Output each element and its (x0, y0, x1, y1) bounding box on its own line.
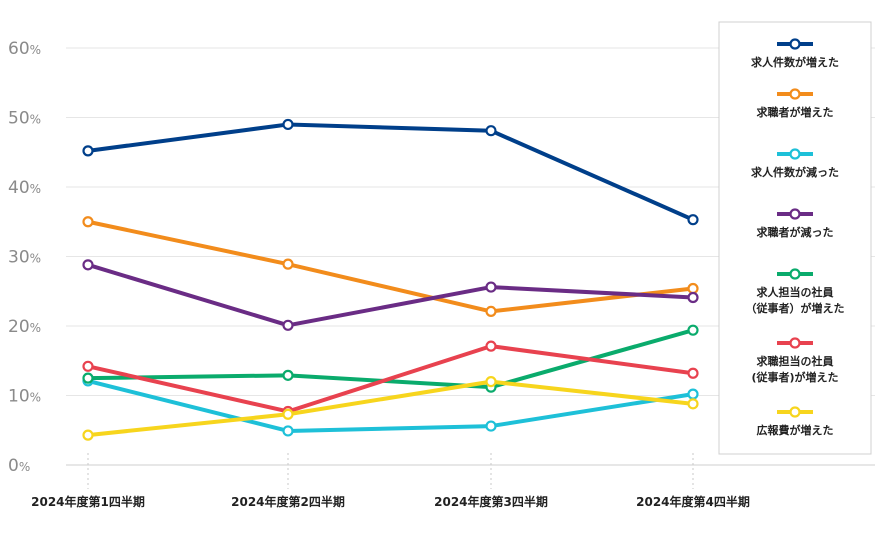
grid (66, 47, 875, 489)
legend-item: 求人担当の社員 （従事者）が増えた (746, 268, 845, 315)
legend-item: 広報費が増えた (757, 406, 834, 437)
legend-marker (789, 88, 801, 100)
data-point (687, 367, 699, 379)
series-line (86, 262, 695, 328)
series-7 (82, 376, 699, 441)
data-point (82, 372, 94, 384)
legend-label: 求人件数が減った (751, 165, 839, 179)
series-line (86, 122, 695, 222)
data-point (282, 408, 294, 420)
legend-item: 求人件数が増えた (751, 38, 839, 69)
data-point (485, 125, 497, 137)
legend-marker (789, 208, 801, 220)
data-point (687, 398, 699, 410)
legend-marker (789, 337, 801, 349)
legend-item: 求職者が減った (757, 208, 834, 239)
data-point (82, 259, 94, 271)
data-point (282, 425, 294, 437)
x-tick-label: 2024年度第4四半期 (636, 494, 750, 509)
legend-marker (789, 268, 801, 280)
legend-label: 求人件数が増えた (751, 55, 839, 69)
legend-marker (789, 148, 801, 160)
y-tick-label: 10% (8, 387, 41, 407)
legend-label: 広報費が増えた (757, 423, 834, 437)
legend-item: 求職担当の社員 (従事者)が増えた (751, 337, 839, 384)
data-point (82, 429, 94, 441)
y-tick-label: 50% (8, 109, 41, 129)
series-line (86, 378, 695, 433)
legend-label: 求職者が減った (757, 225, 834, 239)
x-tick-label: 2024年度第3四半期 (434, 494, 548, 509)
series-5 (82, 324, 699, 393)
y-tick-label: 0% (8, 456, 30, 476)
y-tick-label: 20% (8, 317, 41, 337)
legend-label: （従事者）が増えた (746, 301, 845, 315)
data-point (282, 319, 294, 331)
data-point (687, 324, 699, 336)
y-tick-label: 30% (8, 248, 41, 268)
legend-item: 求職者が増えた (757, 88, 834, 119)
data-point (82, 216, 94, 228)
data-point (282, 369, 294, 381)
legend-item: 求人件数が減った (751, 148, 839, 179)
series-1 (82, 118, 699, 226)
axes: 0% 10% 20% 30% 40% 50% 60% 2024年度第1四半期 2024年度第2四… (8, 39, 750, 509)
data-point (687, 388, 699, 400)
legend-marker (789, 406, 801, 418)
data-point (282, 258, 294, 270)
data-point (485, 305, 497, 318)
series-line (86, 379, 695, 438)
data-point (687, 291, 699, 304)
series-line (86, 219, 695, 314)
series-line (86, 344, 695, 414)
legend-label: 求職者が増えた (757, 105, 834, 119)
data-point (687, 282, 699, 295)
x-tick-label: 2024年度第2四半期 (231, 494, 345, 509)
y-tick-label: 60% (8, 39, 41, 59)
legend-marker (789, 38, 801, 50)
legend-label: (従事者)が増えた (751, 370, 838, 384)
data-point (485, 420, 497, 432)
data-point (485, 376, 497, 388)
legend-label: 求人担当の社員 (757, 285, 834, 299)
data-point (687, 214, 699, 226)
data-point (82, 145, 94, 157)
series-lines (82, 118, 699, 441)
legend-label: 求職担当の社員 (757, 354, 834, 368)
data-point (485, 281, 497, 293)
data-point (485, 340, 497, 352)
x-tick-label: 2024年度第1四半期 (31, 494, 145, 509)
data-point (282, 118, 294, 131)
series-4 (82, 259, 699, 331)
data-point (82, 360, 94, 372)
series-2 (82, 216, 699, 318)
y-tick-label: 40% (8, 178, 41, 198)
